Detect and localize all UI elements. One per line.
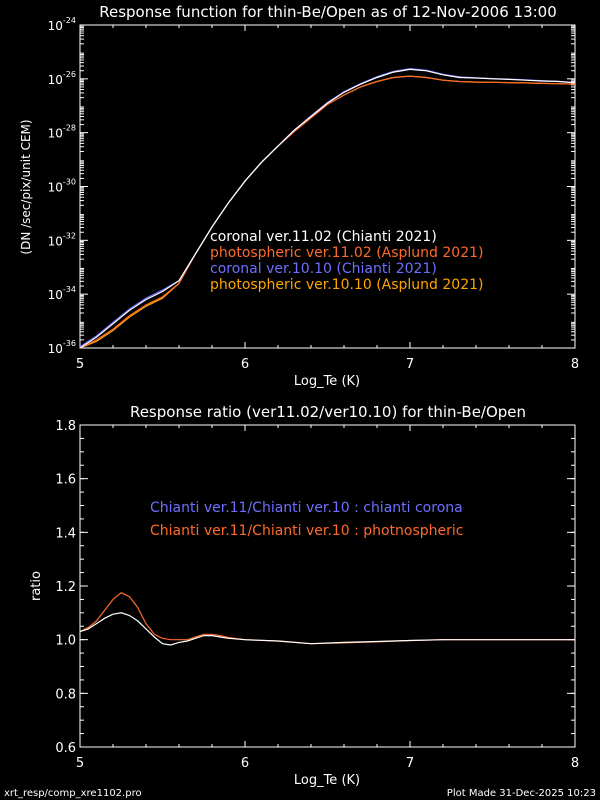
legend-coronal-v10: coronal ver.10.10 (Chianti 2021)	[210, 261, 437, 277]
bottom-x-axis-label: Log_Te (K)	[294, 773, 360, 788]
top-series-line-1	[79, 75, 576, 349]
bottom-series-lines	[79, 591, 575, 646]
bottom-x-axis-ticks: 5 6 7 8	[76, 425, 579, 771]
legend-photospheric-v11: photospheric ver.11.02 (Asplund 2021)	[210, 245, 483, 261]
bottom-y-tick-label: 1.4	[55, 526, 76, 541]
top-y-tick-base: 10	[48, 73, 63, 87]
top-series-line-0	[79, 68, 576, 349]
top-y-axis-label: (DN /sec/pix/unit CEM)	[19, 119, 33, 254]
top-x-tick-label: 7	[406, 357, 414, 372]
top-chart-title: Response function for thin-Be/Open as of…	[99, 3, 557, 21]
top-y-tick-base: 10	[48, 234, 63, 248]
top-x-axis-label: Log_Te (K)	[294, 374, 360, 389]
top-series-lines	[79, 67, 576, 349]
top-y-tick-base: 10	[48, 288, 63, 302]
top-y-tick-label: 10-34	[48, 285, 76, 302]
response-function-plot: Response function for thin-Be/Open as of…	[19, 3, 579, 389]
bottom-y-tick-label: 1.0	[55, 634, 76, 649]
bottom-x-tick-label: 6	[241, 756, 249, 771]
bottom-x-tick-label: 7	[406, 756, 414, 771]
legend-ratio-corona: Chianti ver.11/Chianti ver.10 : chianti …	[150, 500, 463, 516]
bottom-x-tick-label: 8	[571, 756, 579, 771]
top-y-tick-label: 10-28	[48, 124, 76, 141]
top-y-tick-exponent: -30	[63, 178, 76, 187]
top-y-tick-base: 10	[48, 342, 63, 356]
bottom-chart-title: Response ratio (ver11.02/ver10.10) for t…	[130, 403, 526, 421]
top-y-tick-base: 10	[48, 127, 63, 141]
top-y-tick-label: 10-26	[48, 70, 76, 87]
top-x-tick-label: 8	[571, 357, 579, 372]
top-y-tick-exponent: -28	[63, 124, 76, 133]
top-y-tick-exponent: -26	[63, 70, 76, 79]
top-y-tick-label: 10-36	[48, 339, 76, 356]
bottom-y-tick-label: 0.8	[55, 687, 76, 702]
top-y-tick-base: 10	[48, 19, 63, 33]
footer-plot-date: Plot Made 31-Dec-2025 10:23	[447, 788, 596, 799]
bottom-y-tick-label: 1.8	[55, 419, 76, 434]
top-y-tick-label: 10-30	[48, 178, 76, 195]
bottom-series-line-0	[79, 612, 575, 646]
top-y-tick-exponent: -32	[63, 231, 76, 240]
bottom-y-tick-label: 1.6	[55, 473, 76, 488]
bottom-y-tick-label: 0.6	[55, 741, 76, 756]
top-y-tick-exponent: -24	[63, 16, 76, 25]
top-y-tick-base: 10	[48, 181, 63, 195]
top-x-tick-label: 6	[241, 357, 249, 372]
legend-photospheric-v10: photospheric ver.10.10 (Asplund 2021)	[210, 277, 483, 293]
footer-program-name: xrt_resp/comp_xre1102.pro	[4, 788, 142, 799]
legend-coronal-v11: coronal ver.11.02 (Chianti 2021)	[210, 229, 437, 245]
bottom-legend: Chianti ver.11/Chianti ver.10 : chianti …	[150, 500, 464, 539]
top-y-tick-label: 10-24	[48, 16, 76, 33]
bottom-y-axis-label: ratio	[29, 571, 44, 601]
bottom-y-tick-label: 1.2	[55, 580, 76, 595]
top-y-tick-label: 10-32	[48, 231, 76, 248]
bottom-y-axis-ticks: 0.6 0.8 1.0 1.2 1.4 1.6 1.8	[55, 419, 575, 756]
top-x-tick-label: 5	[76, 357, 84, 372]
bottom-x-tick-label: 5	[76, 756, 84, 771]
top-y-tick-exponent: -34	[63, 285, 76, 294]
top-legend: coronal ver.11.02 (Chianti 2021) photosp…	[210, 229, 483, 293]
legend-ratio-photo: Chianti ver.11/Chianti ver.10 : photnosp…	[150, 523, 464, 539]
top-y-tick-exponent: -36	[63, 339, 76, 348]
response-ratio-plot: Response ratio (ver11.02/ver10.10) for t…	[29, 403, 579, 788]
